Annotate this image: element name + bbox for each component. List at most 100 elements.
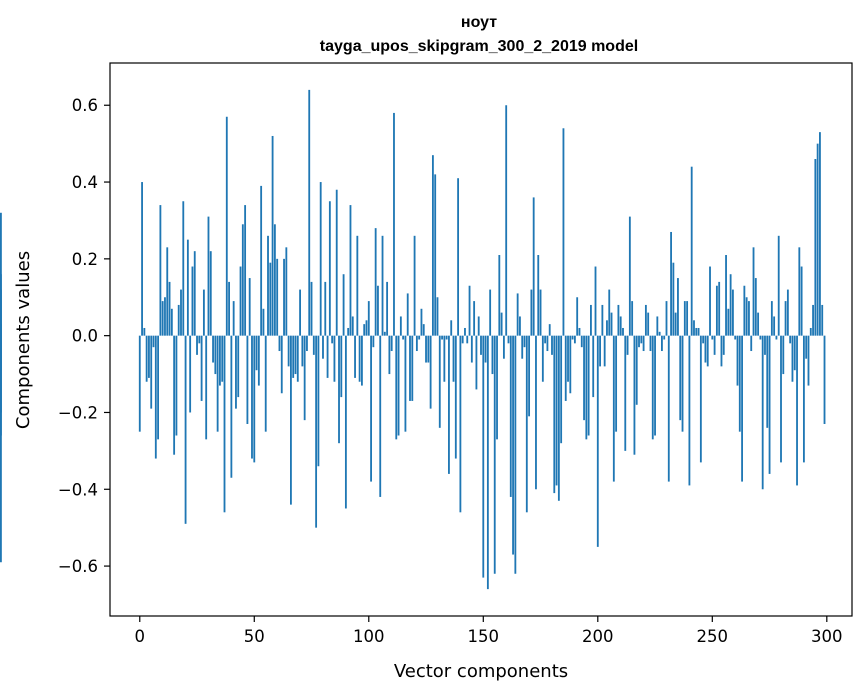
bar	[219, 335, 221, 386]
bar	[702, 335, 705, 344]
bar	[727, 308, 730, 336]
bar	[285, 247, 288, 336]
bar	[466, 335, 469, 344]
bar	[800, 266, 803, 336]
bar	[482, 335, 485, 578]
bar	[294, 335, 297, 375]
x-tick-label: 300	[811, 627, 843, 646]
bar	[525, 335, 528, 513]
bar	[544, 335, 547, 344]
bar	[306, 335, 308, 352]
x-tick-label: 200	[582, 627, 614, 646]
bar	[580, 335, 583, 348]
bar	[239, 266, 242, 336]
bar	[354, 335, 356, 378]
bar	[253, 335, 256, 463]
bar	[251, 335, 253, 459]
bar	[328, 201, 331, 336]
bar	[168, 281, 171, 336]
bar	[640, 335, 643, 344]
bar	[161, 301, 164, 336]
bar	[555, 335, 558, 486]
bar	[642, 335, 645, 352]
bar	[145, 335, 148, 382]
bar	[326, 335, 329, 378]
bar	[633, 335, 636, 455]
bar	[377, 285, 379, 336]
bar	[770, 301, 773, 336]
bar	[679, 335, 682, 421]
bar	[709, 266, 711, 336]
bar	[743, 285, 746, 336]
bar	[530, 289, 533, 336]
bar	[308, 89, 311, 336]
bar	[759, 335, 762, 340]
bar	[807, 335, 810, 386]
bar	[750, 335, 753, 352]
bar	[235, 335, 237, 409]
bar	[732, 289, 734, 336]
bar	[244, 205, 247, 336]
bar	[269, 262, 272, 336]
bar	[264, 335, 267, 432]
bar	[496, 335, 498, 440]
bar	[585, 335, 588, 440]
bar	[757, 312, 760, 336]
bar	[386, 281, 389, 336]
bar	[761, 335, 764, 490]
bar	[654, 335, 656, 436]
bar	[693, 320, 695, 336]
bar	[729, 274, 732, 336]
bar	[335, 189, 338, 336]
bar	[567, 335, 569, 382]
bar	[413, 235, 416, 336]
bar	[553, 335, 556, 494]
bar	[374, 228, 377, 336]
bar	[734, 335, 737, 340]
bar	[358, 335, 361, 382]
y-axis-label: Components values	[13, 251, 34, 429]
bar	[230, 335, 233, 478]
bar	[381, 235, 384, 336]
bar	[502, 335, 505, 359]
bar	[571, 335, 574, 340]
x-axis-label: Vector components	[394, 661, 568, 682]
bar	[477, 316, 480, 336]
bar	[0, 335, 2, 563]
bar	[464, 327, 466, 336]
bar	[214, 335, 217, 375]
bar	[590, 304, 592, 336]
bar	[592, 335, 595, 398]
bar	[752, 247, 755, 336]
bar	[383, 331, 386, 336]
bar	[528, 335, 531, 417]
bar	[317, 335, 320, 467]
bar	[246, 335, 249, 424]
bar	[470, 335, 473, 363]
bar	[715, 285, 718, 336]
bar	[573, 335, 576, 344]
bar	[452, 335, 455, 382]
bar	[443, 335, 446, 382]
bar	[507, 335, 510, 344]
bar	[768, 335, 771, 474]
bar	[741, 335, 743, 482]
bar	[196, 335, 198, 355]
bar	[427, 335, 430, 363]
bar	[189, 335, 192, 413]
x-tick-label: 250	[697, 627, 729, 646]
bar	[711, 335, 714, 340]
bar	[661, 335, 663, 352]
bar	[670, 231, 672, 336]
bar	[546, 335, 549, 352]
bar	[363, 324, 366, 336]
bar	[184, 335, 187, 524]
bar	[599, 335, 601, 367]
bar	[434, 174, 437, 336]
bar	[601, 304, 604, 336]
bar	[207, 216, 210, 336]
bar	[631, 301, 634, 336]
bar	[461, 335, 464, 344]
bar	[310, 281, 313, 336]
